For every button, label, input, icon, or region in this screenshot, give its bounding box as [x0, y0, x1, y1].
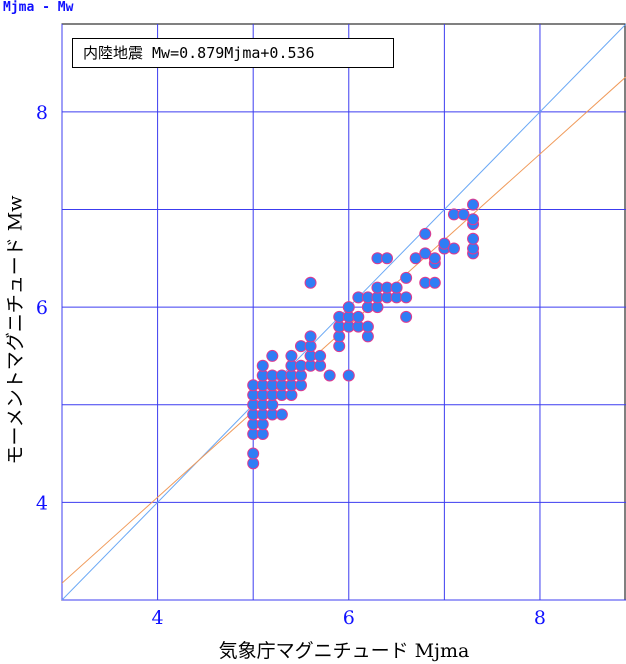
data-point	[381, 252, 394, 265]
data-point	[247, 447, 260, 460]
data-point	[314, 349, 327, 362]
data-point	[304, 330, 317, 343]
data-point	[419, 227, 432, 240]
y-axis-label: モーメントマグニチュード Mw	[4, 195, 27, 465]
data-point	[428, 252, 441, 265]
x-axis-label: 気象庁マグニチュード Mjma	[218, 640, 470, 662]
data-point	[467, 232, 480, 245]
y-tick-label: 6	[36, 297, 48, 319]
data-point	[352, 310, 365, 323]
y-tick-label: 8	[36, 102, 48, 124]
data-point	[409, 252, 422, 265]
data-point	[428, 276, 441, 289]
x-tick-label: 6	[343, 607, 355, 629]
x-tick-label: 4	[152, 607, 164, 629]
data-point	[457, 208, 470, 221]
data-point	[361, 320, 374, 333]
data-point	[256, 359, 269, 372]
data-point	[323, 369, 336, 382]
data-point	[304, 276, 317, 289]
regression-annotation: 内陸地震 Mw=0.879Mjma+0.536	[72, 38, 394, 68]
data-point	[467, 198, 480, 211]
y-tick-label: 4	[36, 492, 48, 514]
x-tick-label: 8	[534, 607, 546, 629]
data-point	[419, 247, 432, 260]
data-point	[400, 291, 413, 304]
chart-title: Mjma - Mw	[3, 0, 74, 15]
data-point	[447, 242, 460, 255]
data-point	[342, 301, 355, 314]
data-point	[285, 349, 298, 362]
data-point	[390, 281, 403, 294]
data-point	[467, 213, 480, 226]
data-point	[438, 237, 451, 250]
data-point	[400, 310, 413, 323]
data-point	[275, 408, 288, 421]
data-point	[400, 271, 413, 284]
one-to-one-line	[62, 24, 626, 600]
data-point	[342, 369, 355, 382]
data-point	[266, 349, 279, 362]
